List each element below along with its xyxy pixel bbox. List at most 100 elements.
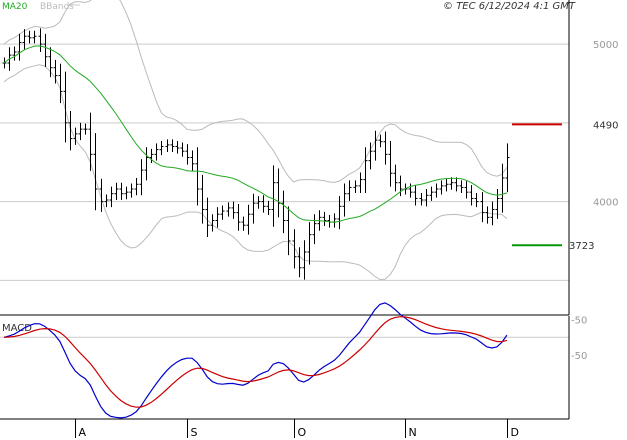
price-bar [119,182,124,201]
price-bar [261,195,266,213]
price-bar [12,46,17,61]
price-bar [485,206,490,224]
price-bar [48,47,53,78]
price-bar [266,200,271,215]
price-bar [241,216,246,231]
price-bar [490,201,495,226]
price-bar [393,164,398,192]
price-bar [114,182,119,201]
price-bar [134,177,139,196]
price-bar [419,192,424,206]
price-bar [383,131,388,165]
price-y-tick-label: 4000 [593,198,618,209]
price-bar [124,186,129,200]
legend-bbands: BBands [40,2,74,12]
macd-signal-line [3,316,508,408]
price-bar [286,206,291,256]
support-level-label: 3723 [569,241,594,252]
price-bar [205,197,210,238]
price-bar [109,186,114,208]
price-bar [500,163,505,213]
price-bar [175,140,180,154]
price-bar [378,134,383,148]
price-bar [363,147,368,193]
price-bar [99,178,104,212]
price-bar [307,222,312,265]
price-bar [38,28,43,52]
price-bar [449,177,454,190]
price-bar [246,204,251,235]
price-bar [256,196,261,209]
price-bar [251,193,256,224]
price-bar [297,247,302,278]
price-bar [322,211,327,227]
month-label: S [191,426,198,439]
price-bar [226,202,231,217]
price-bar [342,183,347,217]
macd-y-tick-label: -50 [571,351,587,362]
price-bar [190,150,195,171]
month-label: N [409,426,417,439]
price-bar [474,192,479,208]
price-bar [159,140,164,156]
price-bar [398,175,403,197]
bollinger-upper-band [3,0,508,183]
price-bar [180,142,185,157]
price-bars [2,28,510,280]
resistance-level-label: 4490 [593,120,618,131]
price-bar [88,112,93,171]
price-bar [312,214,317,245]
price-bar [408,183,413,198]
price-bar [495,189,500,219]
price-bar [149,148,154,164]
price-bar [210,214,215,232]
price-bar [32,30,37,44]
price-bar [231,201,236,219]
price-bar [353,180,358,193]
price-bar [439,180,444,195]
price-bar [429,186,434,201]
gridlines [0,43,569,338]
price-bar [27,30,32,44]
price-bar [53,59,58,84]
price-bar [22,29,27,50]
price-bar [413,185,418,206]
month-label: A [79,426,87,439]
price-bar [17,33,22,61]
macd-y-tick-label: -50 [571,316,587,327]
bollinger-lower-band [3,64,508,281]
price-bar [459,180,464,193]
price-bar [93,133,98,211]
price-bar [129,183,134,198]
price-bar [373,130,378,161]
price-bar [368,142,373,170]
price-bar [83,123,88,135]
price-bar [154,143,159,161]
price-bar [73,127,78,145]
price-bar [200,174,205,224]
legend-ma20: MA20 [2,2,28,12]
price-bar [347,180,352,201]
month-label: O [298,426,307,439]
price-bar [68,111,73,151]
price-bar [434,183,439,198]
price-bar [358,172,363,193]
month-label: D [511,426,519,439]
macd-line [3,302,508,419]
price-bar [195,147,200,206]
price-bar [236,203,241,231]
price-bar [144,147,149,181]
price-bar [302,240,307,280]
price-bar [185,144,190,165]
price-bar [271,165,276,227]
price-bar [480,192,485,223]
price-bar [388,140,393,187]
price-bar [454,177,459,192]
price-bar [63,71,68,143]
copyright-text: © TEC 6/12/2024 4:1 GMT [443,1,576,12]
price-bar [165,139,170,152]
price-bar [464,181,469,199]
price-bar [104,194,109,208]
